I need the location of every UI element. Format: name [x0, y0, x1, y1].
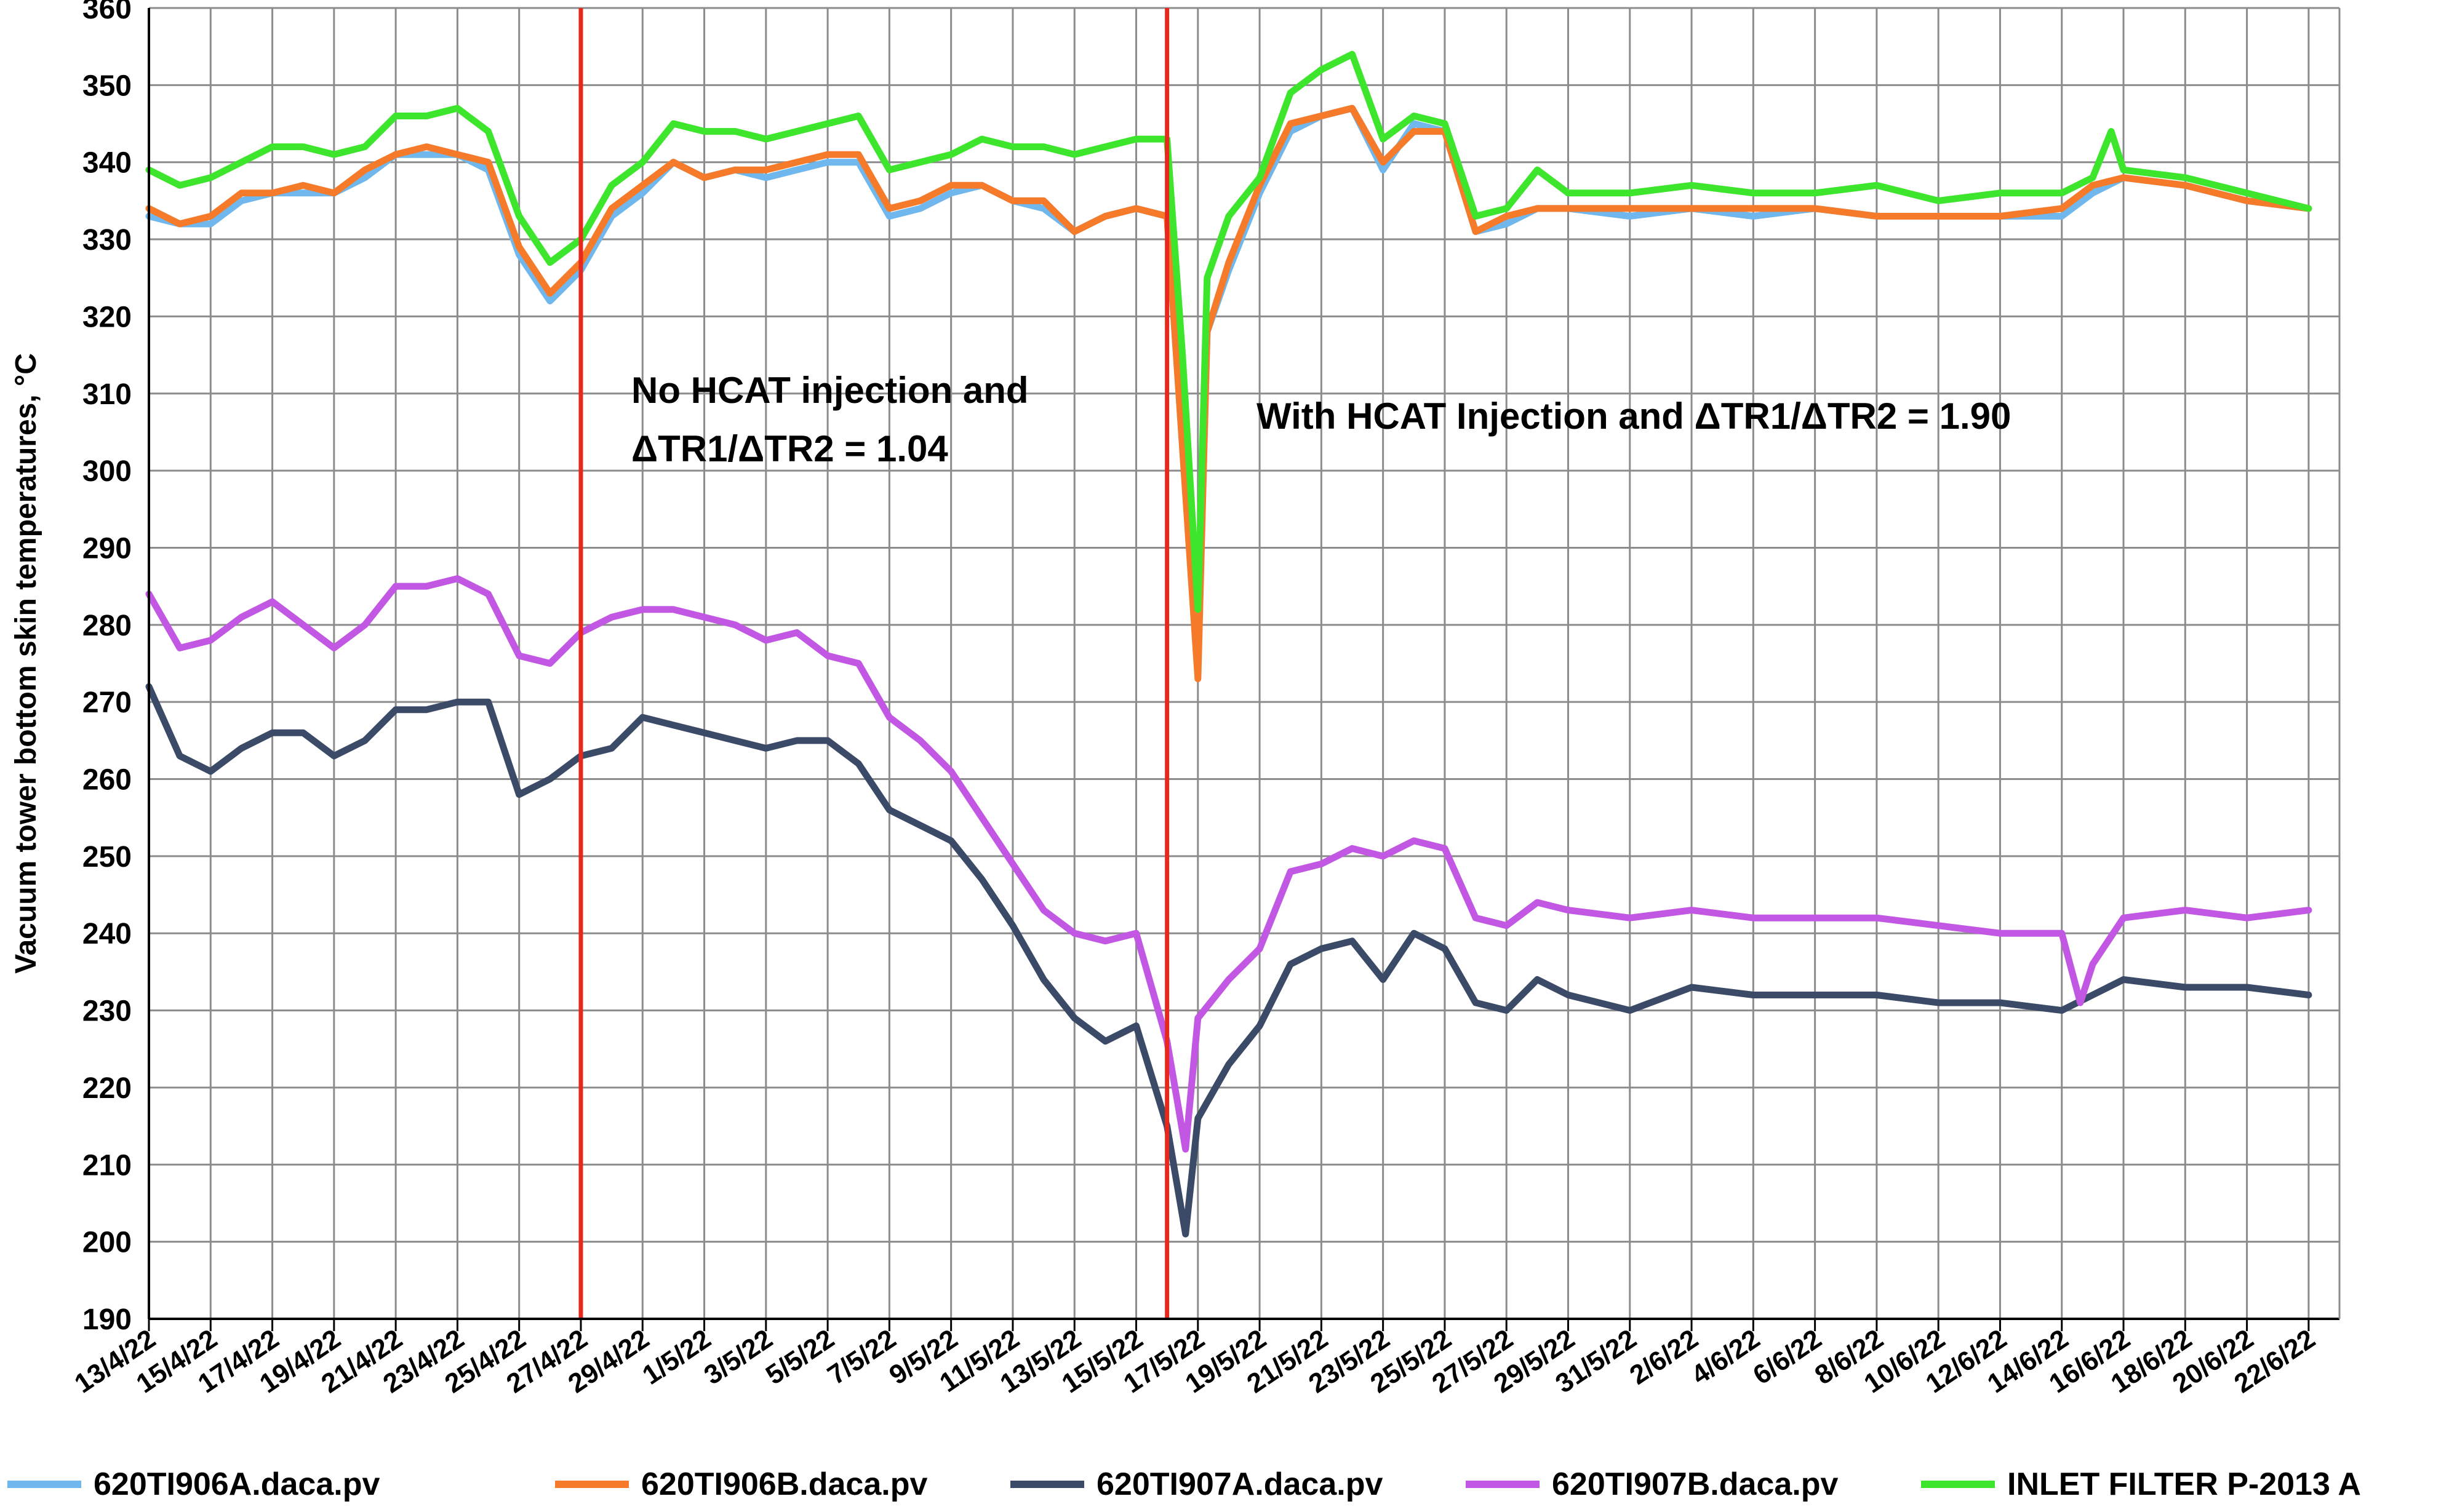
annotation-text: ΔTR1/ΔTR2 = 1.04 [631, 428, 948, 469]
marker-lines [578, 8, 1170, 1319]
annotations: No HCAT injection and ΔTR1/ΔTR2 = 1.04 Wit… [631, 370, 2011, 469]
y-axis-label: Vacuum tower bottom skin temperatures, °… [10, 353, 42, 974]
series-line-3 [145, 683, 2312, 1238]
series-line-4 [145, 575, 2312, 1153]
y-tick-label: 250 [82, 841, 132, 873]
y-tick-label: 360 [82, 0, 132, 25]
series-layer [145, 50, 2312, 1238]
y-tick-label: 340 [82, 147, 132, 180]
y-tick-label: 230 [82, 995, 132, 1028]
legend-label: 620TI906B.daca.pv [641, 1466, 927, 1502]
legend-label: 620TI907A.daca.pv [1097, 1466, 1383, 1502]
legend-item-2: 620TI906B.daca.pv [555, 1466, 927, 1502]
y-tick-label: 320 [82, 301, 132, 333]
y-tick-label: 270 [82, 686, 132, 719]
plot-frame [148, 8, 2341, 1320]
grid-layer [148, 7, 2339, 1331]
series-line-2 [145, 105, 2312, 683]
y-tick-label: 200 [82, 1227, 132, 1259]
y-tick-label: 300 [82, 455, 132, 488]
legend-item-4: 620TI907B.daca.pv [1466, 1466, 1838, 1502]
legend-label: INLET FILTER P-2013 A [2007, 1466, 2361, 1502]
y-tick-label: 290 [82, 532, 132, 565]
legend-item-5: INLET FILTER P-2013 A [1921, 1466, 2361, 1502]
legend-item-3: 620TI907A.daca.pv [1010, 1466, 1383, 1502]
y-tick-label: 350 [82, 70, 132, 102]
legend: 620TI906A.daca.pv 620TI906B.daca.pv 620TI9… [7, 1466, 2361, 1502]
y-tick-label: 260 [82, 764, 132, 797]
annotation-text: With HCAT Injection and ΔTR1/ΔTR2 = 1.90 [1256, 396, 2011, 437]
series-line-5 [145, 50, 2312, 613]
y-tick-label: 310 [82, 378, 132, 411]
y-tick-label: 280 [82, 610, 132, 642]
y-tick-label: 220 [82, 1072, 132, 1105]
legend-item-1: 620TI906A.daca.pv [7, 1466, 380, 1502]
legend-label: 620TI907B.daca.pv [1552, 1466, 1838, 1502]
annotation-text: No HCAT injection and [631, 370, 1029, 411]
y-tick-label: 330 [82, 224, 132, 257]
y-axis-ticks: 190 200 210 220 230 240 250 260 270 280 290 300 310 3… [82, 0, 132, 1336]
y-tick-label: 190 [82, 1303, 132, 1336]
legend-label: 620TI906A.daca.pv [94, 1466, 380, 1502]
y-tick-label: 240 [82, 918, 132, 950]
y-tick-label: 210 [82, 1149, 132, 1182]
